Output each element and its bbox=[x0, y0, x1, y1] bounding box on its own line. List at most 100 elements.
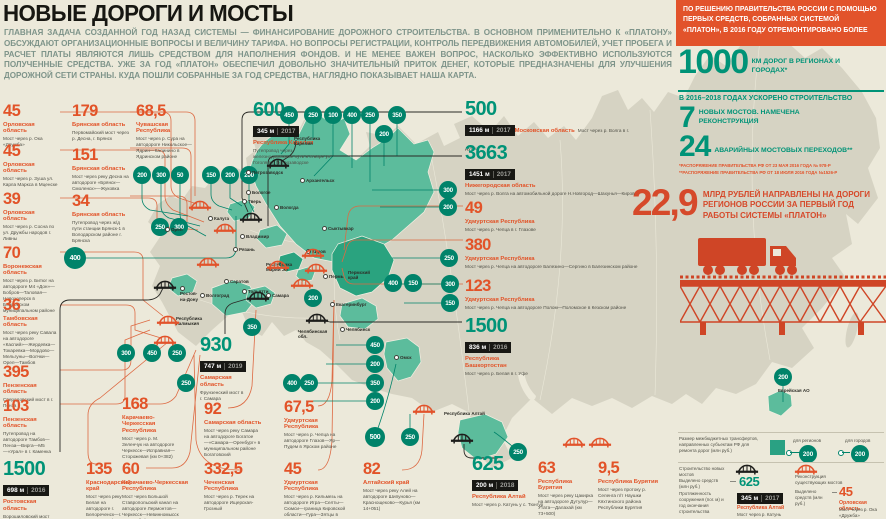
badge-length: 200 м bbox=[476, 482, 494, 489]
reconstruction-bridge-icon bbox=[188, 198, 212, 211]
stat-region: Карачаево-Черкесская Республика bbox=[122, 479, 189, 493]
legend-dash bbox=[730, 481, 736, 482]
stat-entry: 151 Брянская область Мост через реку Десна… bbox=[72, 147, 129, 192]
badge-length: 345 м bbox=[257, 128, 275, 135]
transfer-circle: 400 bbox=[343, 106, 361, 124]
city-dot bbox=[246, 190, 251, 196]
map-label: Петрозаводск bbox=[246, 170, 283, 176]
stat-region: Чеченская Республика bbox=[204, 479, 239, 493]
stat-value: 70 bbox=[3, 244, 21, 262]
stat-value: 123 bbox=[465, 277, 491, 295]
stat-value: 36 bbox=[3, 296, 21, 314]
city-dot bbox=[394, 355, 399, 361]
stat-value: 135 bbox=[86, 460, 112, 478]
stat-region: Республика Карелия bbox=[253, 140, 314, 146]
example-rec-region: Орловская область bbox=[839, 500, 867, 512]
length-year-badge: 836 м 2016 bbox=[465, 342, 512, 353]
legend-wire bbox=[842, 452, 850, 453]
for-cities-circle: 200 bbox=[851, 445, 869, 463]
badge-length: 747 м bbox=[204, 363, 222, 370]
map-label: Пермь bbox=[323, 274, 344, 280]
stat-value: 68,5 bbox=[136, 102, 166, 120]
transfer-circle: 300 bbox=[152, 166, 170, 184]
billions-value: 22,9 bbox=[632, 182, 699, 223]
stat-entry: 60 Карачаево-Черкесская Республика Мост че… bbox=[122, 461, 190, 519]
stat-region: Удмуртская Республика bbox=[465, 296, 535, 303]
km-value: 1000 bbox=[678, 43, 749, 81]
stat-region: Тамбовская область bbox=[3, 315, 38, 329]
city-dot bbox=[274, 205, 279, 211]
stat-region: Удмуртская Республика bbox=[284, 479, 319, 493]
stat-entry: 68,5 Чувашская Республика Мост через р. Су… bbox=[136, 102, 192, 160]
stat-entry: 600 345 м 2017 Республика Карелия Путепровод… bbox=[253, 100, 333, 166]
badge-year: 2019 bbox=[224, 363, 242, 370]
new-bridge-icon bbox=[450, 431, 474, 444]
map-sakhalin bbox=[845, 312, 859, 348]
stat-region: Пензенская область bbox=[3, 416, 37, 430]
city-dot bbox=[242, 289, 247, 295]
transfer-circle: 250 bbox=[151, 218, 169, 236]
stat-region: Алтайский край bbox=[363, 479, 410, 486]
stat-region: Чувашская Республика bbox=[136, 121, 171, 135]
reconstruction-bridge-icon bbox=[301, 246, 325, 259]
transfer-circle: 350 bbox=[388, 106, 406, 124]
transfer-circle: 450 bbox=[280, 106, 298, 124]
transfer-circle: 200 bbox=[375, 125, 393, 143]
new-bridges-stat: 7 НОВЫХ МОСТОВ. НАМЕЧЕНА РЕКОНСТРУКЦИЯ bbox=[679, 103, 849, 133]
stat-description: Ворошиловский мост через р. Дон в г. Рос… bbox=[3, 513, 50, 519]
stat-value: 168 bbox=[122, 395, 148, 413]
crossings-stat: 24 АВАРИЙНЫХ МОСТОВЫХ ПЕРЕХОДОВ** bbox=[679, 132, 864, 162]
example-new-region: Республика Алтай bbox=[737, 505, 785, 511]
stat-entry: 36 Тамбовская область Мост через реку Сава… bbox=[3, 296, 60, 366]
stat-entry: 70 Воронежская область Мост через р. Битюг… bbox=[3, 244, 60, 314]
length-year-badge: 1166 м 2017 bbox=[465, 125, 515, 136]
stat-region: Московская область bbox=[514, 128, 575, 134]
stat-value: 63 bbox=[538, 459, 556, 477]
transfer-circle: 300 bbox=[441, 275, 459, 293]
stat-value: 380 bbox=[465, 236, 491, 254]
stat-region: Удмуртская Республика bbox=[465, 218, 535, 225]
length-year-badge: 698 м 2016 bbox=[3, 485, 50, 496]
transfer-circle: 250 bbox=[168, 344, 186, 362]
stat-entry: 92 Самарская область Мост через реку Самар… bbox=[204, 401, 264, 458]
truck-bridge-illustration bbox=[680, 238, 886, 335]
construction-line: В 2016–2018 ГОДАХ УСКОРЕНО СТРОИТЕЛЬСТВО bbox=[679, 95, 853, 102]
transfer-circle: 200 bbox=[133, 166, 151, 184]
stat-description: Путепровод на автодороге Тамбов—Пенза—Ви… bbox=[3, 431, 51, 455]
stat-value: 39 bbox=[3, 190, 21, 208]
example-rec-desc: Мост через р. Ока «Дружба» bbox=[839, 507, 878, 519]
badge-year: 2017 bbox=[277, 128, 295, 135]
map-label: Сыктывкар bbox=[322, 226, 354, 232]
new-bridges-value: 7 bbox=[679, 101, 696, 134]
transfer-circle: 400 bbox=[64, 247, 86, 269]
stat-description: Мост через реку Самара на автодороге Бог… bbox=[204, 427, 261, 457]
transfer-circle: 350 bbox=[243, 318, 261, 336]
reconstruction-bridge-icon bbox=[412, 402, 436, 415]
stat-region: Орловская область bbox=[3, 121, 35, 135]
map-label: Челябинская обл. bbox=[298, 329, 328, 340]
example-badge-year: 2017 bbox=[761, 495, 779, 502]
stat-description: Мост через р. Сура на автодороге Никольс… bbox=[136, 136, 192, 160]
map-lake-baikal bbox=[518, 372, 536, 400]
transfer-circle: 250 bbox=[401, 428, 419, 446]
platon-summary-box: ПО РЕШЕНИЮ ПРАВИТЕЛЬСТВА РОССИИ С ПОМОЩЬ… bbox=[676, 0, 886, 46]
stat-entry: 82 Алтайский край Мост через реку Алей на … bbox=[363, 461, 423, 512]
stat-description: Мост через протоку р. Селенга п/т Наушки… bbox=[598, 486, 646, 510]
allocated2-legend-label: Выделено средств (млн руб.) bbox=[795, 489, 823, 507]
divider bbox=[678, 432, 884, 433]
transfer-circle: 350 bbox=[366, 374, 384, 392]
stat-description: Путепровод через железнодорожные пути в … bbox=[253, 148, 332, 166]
intro-paragraph: ГЛАВНАЯ ЗАДАЧА СОЗДАННОЙ ГОД НАЗАД СИСТЕ… bbox=[4, 28, 672, 80]
stat-entry: 123 Удмуртская Республика Мост через р. Че… bbox=[465, 277, 670, 311]
stat-description: Мост через р. Сосна по ул. Дружбы народо… bbox=[3, 224, 55, 242]
stat-region: Воронежская область bbox=[3, 263, 42, 277]
city-dot bbox=[208, 216, 213, 222]
legend-dot bbox=[786, 450, 792, 456]
stat-entry: 39 Орловская область Мост через р. Сосна п… bbox=[3, 190, 60, 242]
transfer-circle: 450 bbox=[143, 344, 161, 362]
map-label: Республика Карелия bbox=[294, 136, 321, 147]
stat-entry: 1500 836 м 2016 Республика Башкортостан Мост… bbox=[465, 316, 535, 377]
stat-description: Мост через р. Чепца на автодороге Глазов… bbox=[284, 432, 340, 450]
stat-value: 45 bbox=[3, 102, 21, 120]
stat-region: Республика Бурятия bbox=[538, 478, 573, 492]
